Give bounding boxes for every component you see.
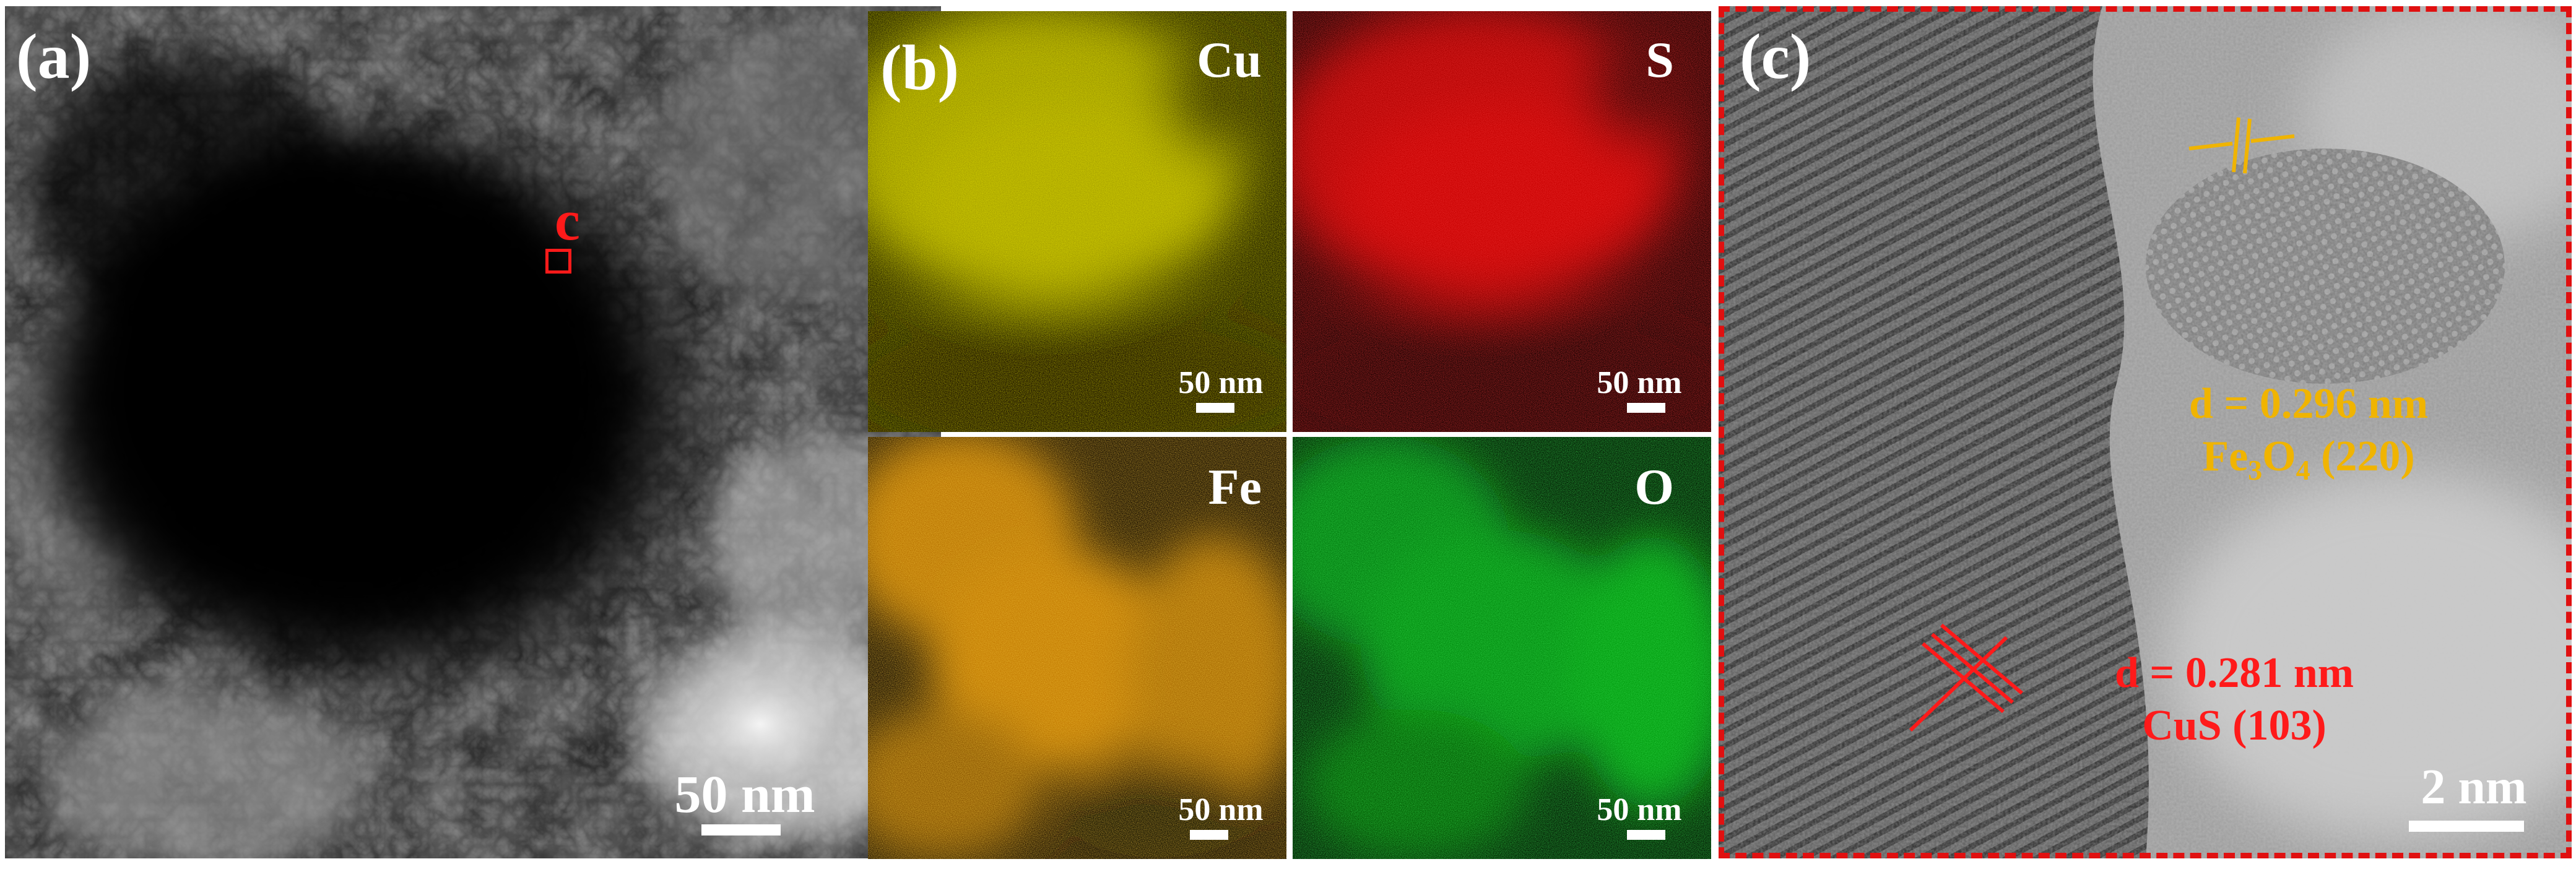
eds-s-scale-bar [1627,403,1665,413]
o-map-image [1293,437,1711,859]
tem-image-overview [5,6,941,858]
hrtem-image [1719,6,2572,858]
fe3o4-phase: Fe3O4 (220) [2202,433,2415,486]
cus-phase: CuS (103) [2142,702,2327,750]
cu-map-image [868,11,1286,432]
panel-a-tem-image: (a) c 50 nm [5,6,941,858]
cus-d-spacing: d = 0.281 nm [2115,649,2354,697]
panel-c-scale-bar-label: 2 nm [2421,760,2527,814]
eds-s-element-label: S [1646,32,1674,88]
eds-fe-element-label: Fe [1208,459,1262,515]
panel-b-label: (b) [880,32,960,103]
cus-fringe-marker [1909,623,2023,732]
panel-a-scale-bar-label: 50 nm [674,764,815,824]
panel-c-label: (c) [1740,21,1811,92]
eds-cu-element-label: Cu [1197,32,1262,88]
fe3o4-d-spacing: d = 0.296 nm [2189,380,2429,428]
panel-c-hrtem-image: (c) d = 0.296 nm Fe3O4 (220) d = 0.281 n… [1719,6,2572,858]
eds-cu-scale-bar [1196,403,1234,413]
eds-o-scale-bar-label: 50 nm [1597,792,1682,827]
panel-a-label: (a) [16,21,92,92]
cus-annotation: d = 0.281 nm CuS (103) [2115,647,2354,753]
s-map-image [1293,11,1711,432]
panel-c-dashed-border [1719,6,2572,858]
panel-a-scale-bar [701,824,781,835]
eds-o-scale-bar [1627,830,1665,840]
fe3o4-fringe-marker [2188,117,2295,174]
eds-fe-scale-bar-label: 50 nm [1178,792,1264,827]
region-c-marker-box [545,249,571,274]
eds-map-cu: (b) Cu 50 nm [868,11,1286,432]
eds-map-s: S 50 nm [1293,11,1711,432]
eds-s-scale-bar-label: 50 nm [1597,365,1682,400]
panel-c-scale-bar [2409,821,2524,832]
eds-map-fe: Fe 50 nm [868,437,1286,859]
eds-o-element-label: O [1634,459,1674,515]
eds-fe-scale-bar [1190,830,1228,840]
fe3o4-annotation: d = 0.296 nm Fe3O4 (220) [2189,378,2428,488]
region-c-marker-label: c [555,189,580,252]
eds-map-o: O 50 nm [1293,437,1711,859]
eds-cu-scale-bar-label: 50 nm [1178,365,1264,400]
fe-map-image [868,437,1286,859]
